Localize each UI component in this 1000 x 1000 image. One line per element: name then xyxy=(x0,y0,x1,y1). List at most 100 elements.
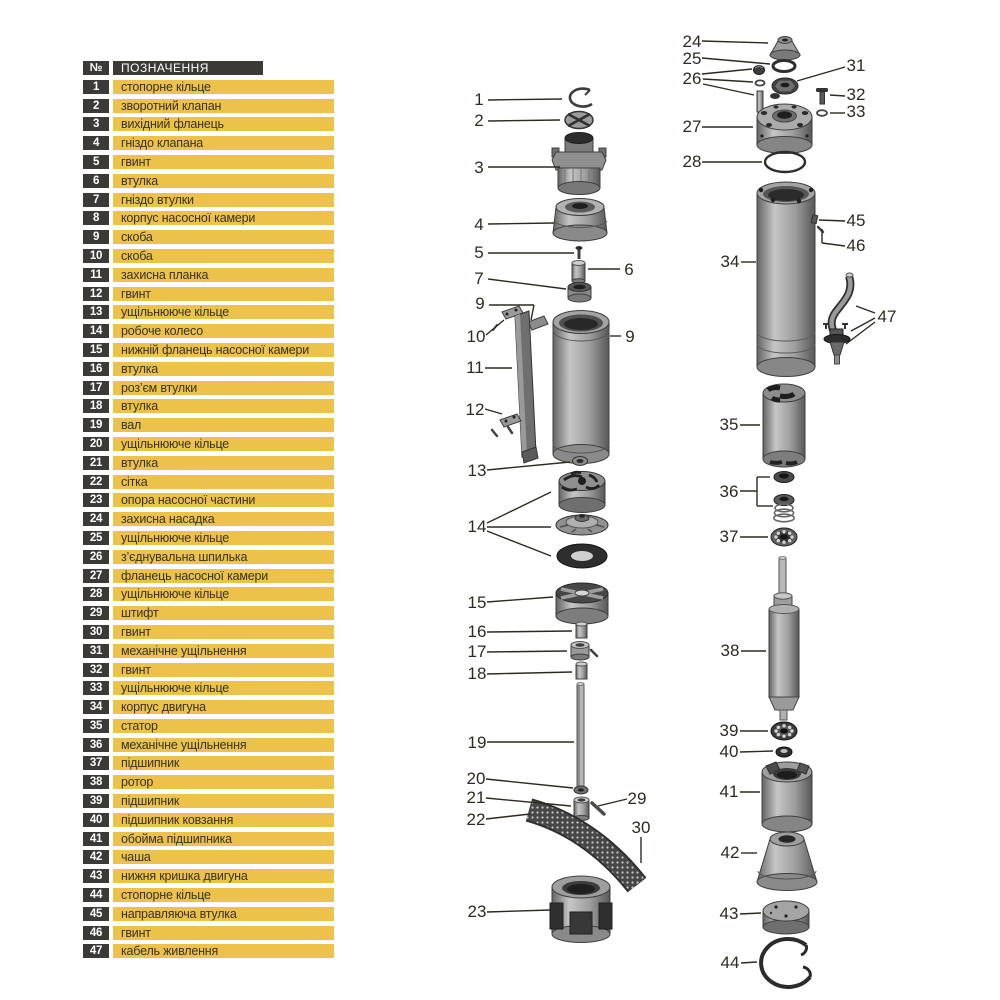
row-number-cell: 3 xyxy=(83,117,109,132)
table-row: 38 ротор xyxy=(83,775,343,790)
table-header-number: № xyxy=(83,61,109,75)
table-row: 5 гвинт xyxy=(83,154,343,169)
part-diffuser-14 xyxy=(555,514,609,536)
part-stator-35 xyxy=(762,383,806,468)
table-row: 37 підшипник xyxy=(83,756,343,771)
row-name-cell: підшипник xyxy=(113,756,334,771)
row-number-cell: 13 xyxy=(83,305,109,320)
row-name-cell: втулка xyxy=(113,361,334,376)
leader-line-26 xyxy=(702,78,754,83)
leader-line-23 xyxy=(486,909,551,913)
row-number-cell: 21 xyxy=(83,455,109,470)
row-number-cell: 33 xyxy=(83,681,109,696)
row-number-cell: 15 xyxy=(83,342,109,357)
row-name-cell: підшипник ковзання xyxy=(113,812,334,827)
row-name-cell: опора насосної частини xyxy=(113,493,334,508)
leader-line-26 xyxy=(702,83,755,96)
row-number-cell: 23 xyxy=(83,493,109,508)
part-ring-33 xyxy=(816,109,828,117)
row-number-cell: 4 xyxy=(83,136,109,151)
row-number-cell: 41 xyxy=(83,831,109,846)
part-bushing-18 xyxy=(575,661,588,680)
row-number-cell: 26 xyxy=(83,549,109,564)
row-name-cell: з’єднувальна шпилька xyxy=(113,549,334,564)
table-row: 2 зворотний клапан xyxy=(83,98,343,113)
row-number-cell: 32 xyxy=(83,662,109,677)
table-row: 13 ущільнююче кільце xyxy=(83,305,343,320)
row-name-cell: вихідний фланець xyxy=(113,117,334,132)
row-name-cell: гніздо втулки xyxy=(113,192,334,207)
row-name-cell: гвинт xyxy=(113,662,334,677)
leader-line-7 xyxy=(487,278,567,290)
leader-line-15 xyxy=(486,596,554,603)
row-number-cell: 24 xyxy=(83,512,109,527)
row-name-cell: гвинт xyxy=(113,624,334,639)
table-row: 10 скоба xyxy=(83,248,343,263)
table-row: 42 чаша xyxy=(83,850,343,865)
row-number-cell: 17 xyxy=(83,380,109,395)
row-number-cell: 29 xyxy=(83,606,109,621)
part-outlet-flange-3 xyxy=(551,132,607,195)
table-body: 1 стопорне кільце 2 зворотний клапан 3 в… xyxy=(83,79,343,959)
part-valve-seat-4 xyxy=(552,198,608,242)
row-number-cell: 39 xyxy=(83,794,109,809)
row-name-cell: корпус насосної камери xyxy=(113,211,334,226)
part-rotor-38 xyxy=(768,556,800,721)
table-header-row: № ПОЗНАЧЕННЯ xyxy=(83,61,343,75)
row-number-cell: 45 xyxy=(83,906,109,921)
part-motor-cover-43 xyxy=(762,900,810,935)
part-slide-bearing-40 xyxy=(775,746,793,758)
row-number-cell: 8 xyxy=(83,211,109,226)
part-retaining-ring-44 xyxy=(759,936,812,989)
part-clamp-screws-12 xyxy=(490,413,522,438)
table-row: 46 гвинт xyxy=(83,925,343,940)
row-number-cell: 20 xyxy=(83,436,109,451)
row-name-cell: обойма підшипника xyxy=(113,831,334,846)
table-row: 1 стопорне кільце xyxy=(83,79,343,94)
row-name-cell: ущільнююче кільце xyxy=(113,305,334,320)
row-name-cell: робоче колесо xyxy=(113,324,334,339)
row-name-cell: гніздо клапана xyxy=(113,136,334,151)
table-row: 11 захисна планка xyxy=(83,267,343,282)
table-row: 26 з’єднувальна шпилька xyxy=(83,549,343,564)
row-name-cell: ротор xyxy=(113,775,334,790)
row-name-cell: статор xyxy=(113,718,334,733)
table-row: 43 нижня кришка двигуна xyxy=(83,869,343,884)
table-row: 41 обойма підшипника xyxy=(83,831,343,846)
leader-line-4 xyxy=(487,222,555,225)
row-number-cell: 5 xyxy=(83,154,109,169)
part-o-ring-28 xyxy=(763,150,807,174)
table-row: 12 гвинт xyxy=(83,286,343,301)
row-name-cell: гвинт xyxy=(113,925,334,940)
part-screen-22 xyxy=(525,798,647,893)
table-row: 22 сітка xyxy=(83,474,343,489)
row-name-cell: чаша xyxy=(113,850,334,865)
leader-line-47 xyxy=(850,317,876,332)
row-name-cell: механічне ущільнення xyxy=(113,737,334,752)
table-row: 19 вал xyxy=(83,418,343,433)
table-header-designation: ПОЗНАЧЕННЯ xyxy=(113,61,263,75)
table-row: 29 штифт xyxy=(83,606,343,621)
table-row: 9 скоба xyxy=(83,230,343,245)
table-row: 30 гвинт xyxy=(83,624,343,639)
row-number-cell: 47 xyxy=(83,944,109,959)
row-number-cell: 44 xyxy=(83,888,109,903)
table-row: 33 ущільнююче кільце xyxy=(83,681,343,696)
row-name-cell: захисна насадка xyxy=(113,512,334,527)
leader-line-46 xyxy=(821,242,846,247)
part-motor-housing-34 xyxy=(756,181,816,377)
table-row: 14 робоче колесо xyxy=(83,324,343,339)
table-row: 8 корпус насосної камери xyxy=(83,211,343,226)
row-name-cell: підшипник xyxy=(113,794,334,809)
table-row: 39 підшипник xyxy=(83,794,343,809)
leader-line-29 xyxy=(597,798,628,807)
row-name-cell: ущільнююче кільце xyxy=(113,681,334,696)
row-name-cell: кабель живлення xyxy=(113,944,334,959)
part-bushing-joint-17 xyxy=(570,641,599,661)
part-screw-5 xyxy=(575,246,583,259)
leader-line-13 xyxy=(486,461,571,471)
table-row: 6 втулка xyxy=(83,173,343,188)
part-impeller-14 xyxy=(558,470,606,513)
row-name-cell: гвинт xyxy=(113,154,334,169)
